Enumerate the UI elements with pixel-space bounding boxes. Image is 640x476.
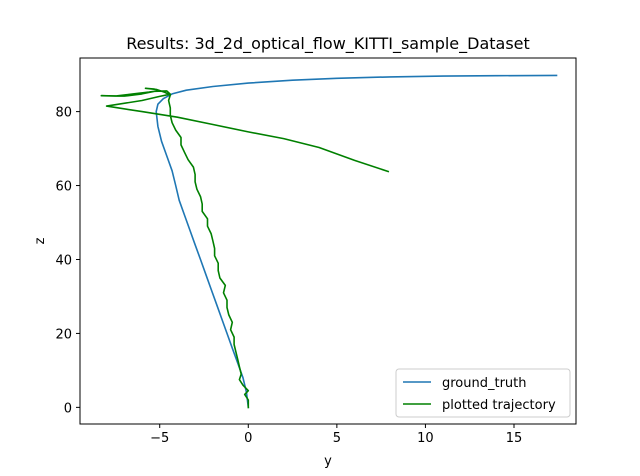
series-line-1 [155,74,558,409]
plot-area [79,57,577,425]
legend-label-2: plotted trajectory [442,398,556,413]
x-axis-label: y [324,454,332,469]
legend-label-1: ground_truth [442,376,527,391]
x-tick-label: 5 [333,431,341,446]
y-tick-label: 0 [64,401,72,416]
y-axis-label: z [33,237,48,244]
x-tick-label: 15 [506,431,523,446]
y-tick-label: 60 [55,180,72,195]
x-tick-label: 0 [244,431,252,446]
x-tick-label: 10 [417,431,434,446]
x-axis: −5 0 5 10 15 [150,424,522,446]
y-tick-label: 40 [55,253,72,268]
legend-box [395,368,571,418]
y-tick-label: 80 [55,106,72,121]
y-axis: 0 20 40 60 80 [55,106,80,416]
series-line-2 [100,87,390,409]
plot-frame [79,57,577,425]
chart-title: Results: 3d_2d_optical_flow_KITTI_sample… [126,34,530,54]
x-tick-label: −5 [150,431,169,446]
y-tick-label: 20 [55,327,72,342]
